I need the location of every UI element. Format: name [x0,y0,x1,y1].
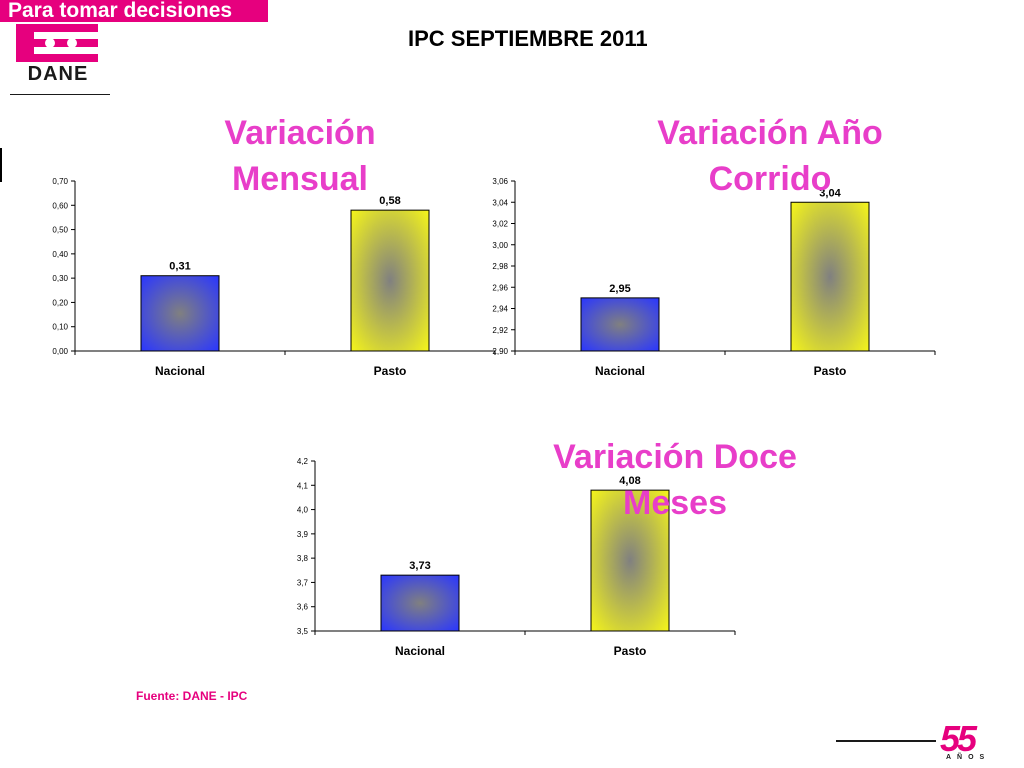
chart-title-doce-meses: Variación Doce Meses [553,438,797,522]
bar-nacional [380,574,460,632]
y-tick-label: 4,1 [297,481,309,490]
y-tick-label: 4,2 [297,457,309,466]
x-tick-label: Nacional [395,644,445,658]
y-tick-label: 3,9 [297,530,309,539]
y-tick-label: 2,90 [492,347,508,356]
bar-nacional [580,297,660,352]
y-tick-label: 3,7 [297,578,309,587]
chart-variacion-doce-meses: 3,5 3,6 3,7 3,8 3,9 4,0 4,1 4,2 3,73 Nacional 4,08… [297,457,736,658]
y-tick-label: 2,92 [492,326,508,335]
y-tick-label: 3,5 [297,627,309,636]
y-tick-label: 0,30 [52,274,68,283]
chart-title-ano-corrido: Variación Año Corrido [657,114,883,198]
anniversary-logo: 55 AÑOS [940,718,1002,766]
chart-variacion-ano-corrido: 2,90 2,92 2,94 2,96 2,98 3,00 3,02 3,04 3,06 2,95… [492,177,936,378]
y-tick-label: 3,00 [492,241,508,250]
footer-divider [836,740,936,742]
anniversary-number: 55 [940,718,977,759]
dane-logo: DANE [10,24,110,95]
y-tick-label: 2,96 [492,283,508,292]
y-tick-label: 3,6 [297,603,309,612]
y-tick-label: 2,98 [492,262,508,271]
y-tick-label: 3,02 [492,220,508,229]
x-tick-label: Pasto [814,364,847,378]
y-tick-label: 3,8 [297,554,309,563]
logo-divider [10,94,110,95]
x-tick-label: Nacional [595,364,645,378]
x-tick-label: Nacional [155,364,205,378]
source-note: Fuente: DANE - IPC [136,689,248,703]
bar-pasto [790,201,870,352]
data-label: 0,58 [379,195,400,207]
edge-marker [0,148,2,182]
y-tick-label: 3,06 [492,177,508,186]
chart-variacion-mensual: 0,00 0,10 0,20 0,30 0,40 0,50 0,60 0,70 0,31 Naci… [52,177,496,378]
anniversary-text: AÑOS [946,754,991,761]
y-tick-label: 0,70 [52,177,68,186]
bar-pasto [590,489,670,632]
header-banner: Para tomar decisiones [0,0,268,22]
bar-nacional [140,275,220,352]
data-label: 0,31 [169,261,190,273]
y-tick-label: 4,0 [297,506,309,515]
data-label: 2,95 [609,283,630,295]
bar-pasto [350,209,430,352]
data-label: 3,73 [409,560,430,572]
y-tick-label: 0,40 [52,250,68,259]
dane-e-icon [16,24,98,62]
page-title: IPC SEPTIEMBRE 2011 [408,26,648,51]
chart-title-mensual: Variación Mensual [224,114,376,198]
x-tick-label: Pasto [374,364,407,378]
x-tick-label: Pasto [614,644,647,658]
y-tick-label: 0,50 [52,226,68,235]
y-tick-label: 2,94 [492,305,508,314]
data-label: 4,08 [619,475,640,487]
y-tick-label: 0,10 [52,323,68,332]
y-tick-label: 0,20 [52,298,68,307]
data-label: 3,04 [819,187,841,199]
logo-text: DANE [27,63,89,85]
y-tick-label: 0,00 [52,347,68,356]
y-tick-label: 0,60 [52,201,68,210]
y-tick-label: 3,04 [492,198,508,207]
